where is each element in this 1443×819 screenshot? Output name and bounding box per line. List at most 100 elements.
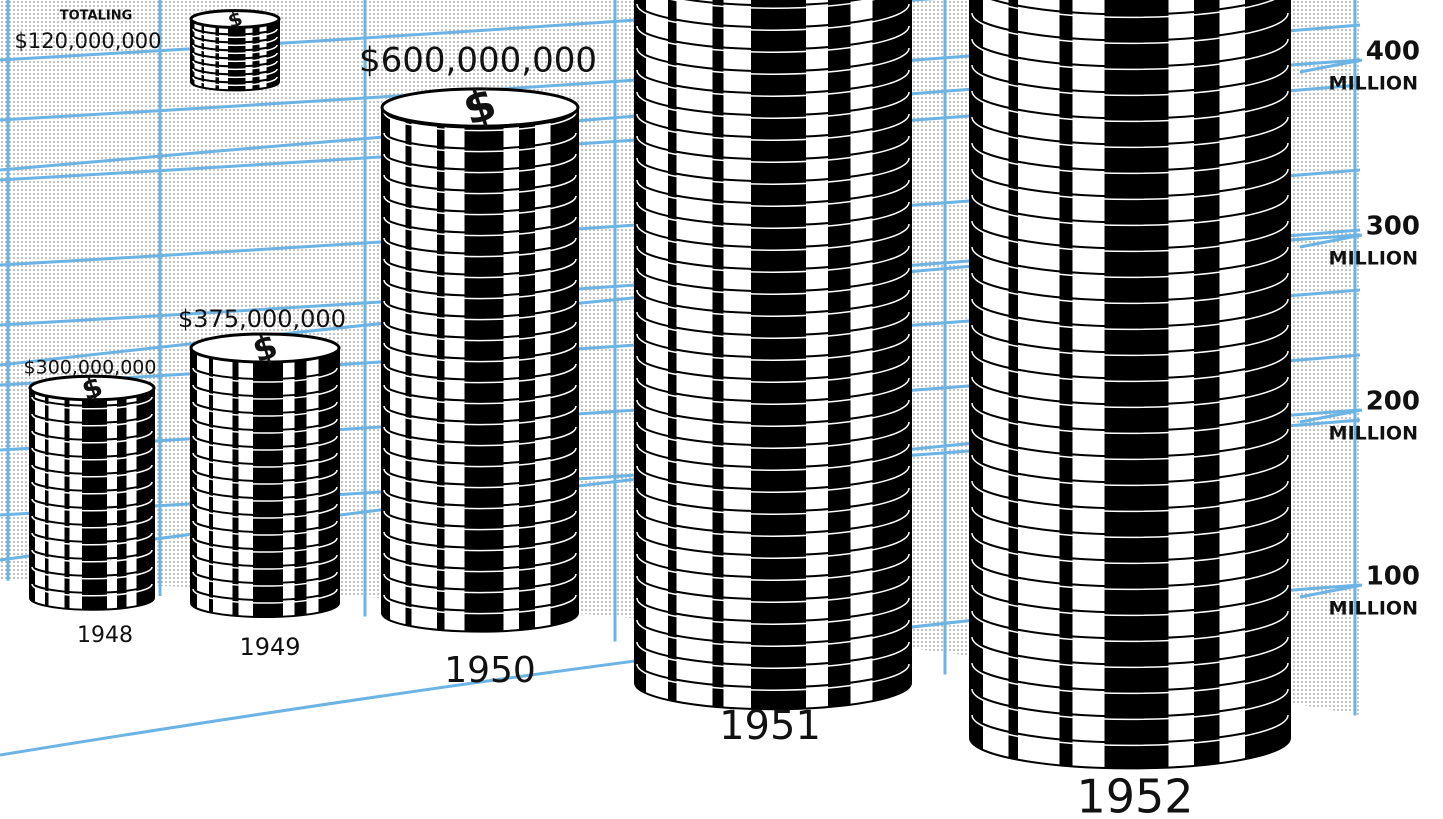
coin-edge-light: [383, 111, 577, 132]
coin-edge: [381, 171, 579, 192]
coin-edge: [969, 633, 1291, 666]
stack-body: [381, 106, 579, 633]
coin-edge: [634, 44, 912, 73]
coin-top: [380, 87, 580, 128]
coin-edge: [190, 73, 280, 84]
coin-edge-light: [192, 588, 338, 604]
coin-edge-light: [971, 610, 1289, 643]
coin-edge: [190, 585, 340, 602]
coin-edge-light: [636, 179, 910, 207]
coin-edge: [634, 660, 912, 689]
coin-edge-light: [192, 60, 278, 71]
coin-edge-light: [636, 223, 910, 251]
coin-edge: [969, 217, 1291, 250]
coin-edge: [29, 580, 155, 594]
coin-edge-light: [636, 597, 910, 625]
coin-edge: [190, 483, 340, 500]
coin-edge-light: [971, 688, 1289, 721]
coin-edge-light: [383, 300, 577, 321]
coin-edge-light: [971, 480, 1289, 513]
coin-edge-light: [971, 12, 1289, 45]
coin-edge-light: [192, 452, 338, 468]
coin-edge: [969, 87, 1291, 120]
coin-edge-light: [636, 91, 910, 119]
coin-edge-light: [636, 443, 910, 471]
coin-edge-light: [192, 486, 338, 502]
coin-edge-light: [971, 90, 1289, 123]
x-tick-label: 1952: [1076, 770, 1193, 819]
coin-stack: $: [380, 77, 580, 633]
coin-edge-light: [192, 435, 338, 451]
coin-edge: [190, 432, 340, 449]
coin-edge-light: [971, 558, 1289, 591]
coin-edge-light: [383, 447, 577, 468]
coin-edge: [634, 264, 912, 293]
coin-edge-light: [636, 377, 910, 405]
coin-edge: [969, 373, 1291, 406]
coin-edge: [29, 495, 155, 509]
coin-edge-light: [192, 28, 278, 39]
coin-edge-light: [31, 413, 153, 427]
coin-edge-light: [971, 246, 1289, 279]
coin-edge-light: [383, 363, 577, 384]
coin-edge: [969, 269, 1291, 302]
coin-edge-light: [636, 575, 910, 603]
coin-edge: [634, 0, 912, 29]
coin-stack: $: [969, 0, 1291, 770]
coin-edge: [634, 484, 912, 513]
coin-edge-light: [971, 428, 1289, 461]
coin-stack: $: [28, 370, 156, 611]
coin-edge-light: [636, 509, 910, 537]
coin-edge-light: [31, 583, 153, 597]
coin-edge-light: [31, 430, 153, 444]
coin-top: [189, 9, 281, 29]
coin-edge: [381, 402, 579, 423]
coin-edge: [381, 297, 579, 318]
coin-edge: [634, 396, 912, 425]
coin-edge-light: [971, 298, 1289, 331]
coin-edge-light: [971, 194, 1289, 227]
coin-edge-light: [636, 641, 910, 669]
coin-edge: [634, 352, 912, 381]
coin-edge: [190, 381, 340, 398]
coin-edge-light: [971, 636, 1289, 669]
coin-edge: [634, 66, 912, 95]
coin-edge-light: [192, 401, 338, 417]
note-text: TOTALING: [60, 9, 133, 24]
coin-edge: [969, 685, 1291, 718]
coin-edge: [634, 132, 912, 161]
coin-edge: [634, 440, 912, 469]
coin-edge-light: [192, 469, 338, 485]
coin-edge: [969, 347, 1291, 380]
coin-edge-light: [636, 355, 910, 383]
coin-edge: [634, 594, 912, 623]
y-tick-unit: MILLION: [1329, 73, 1418, 95]
coin-edge: [969, 451, 1291, 484]
coin-edge-light: [383, 153, 577, 174]
y-tick: [1299, 583, 1363, 599]
coin-edge: [634, 242, 912, 271]
coin-edge-light: [383, 531, 577, 552]
coin-edge-light: [971, 38, 1289, 71]
coin-edge: [190, 57, 280, 68]
coin-edge: [969, 243, 1291, 276]
coin-edge-light: [383, 279, 577, 300]
coin-edge-light: [383, 405, 577, 426]
coin-edge-light: [636, 69, 910, 97]
coin-edge: [969, 61, 1291, 94]
coin-edge-light: [31, 481, 153, 495]
coin-edge: [190, 364, 340, 381]
coin-edge-light: [971, 506, 1289, 539]
coin-edge: [969, 165, 1291, 198]
coin-edge: [190, 49, 280, 60]
coin-edge-light: [192, 571, 338, 587]
coin-edge: [381, 129, 579, 150]
coin-edge-light: [192, 68, 278, 79]
coin-edge-light: [31, 447, 153, 461]
coin-edge-light: [636, 3, 910, 31]
coin-edge: [381, 318, 579, 339]
value-label: $600,000,000: [359, 41, 597, 81]
coin-edge-light: [383, 216, 577, 237]
coin-top: [189, 332, 341, 364]
